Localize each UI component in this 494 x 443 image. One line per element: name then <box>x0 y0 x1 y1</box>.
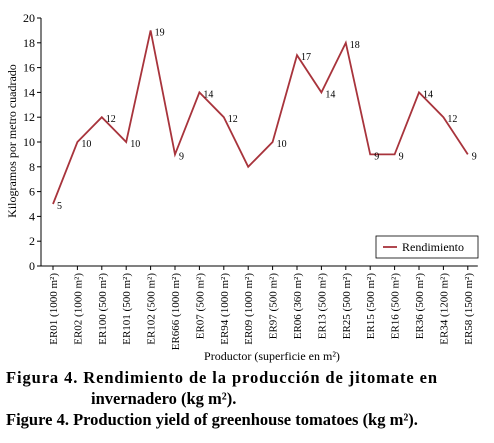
data-label: 9 <box>399 151 404 162</box>
x-tick-label: ER97 (500 m²) <box>268 273 280 340</box>
x-tick-label: ER02 (1000 m²) <box>72 273 84 345</box>
data-label: 17 <box>301 52 311 63</box>
data-label: 10 <box>277 139 287 150</box>
y-tick-label: 14 <box>23 85 35 99</box>
caption-spanish-line1: Figura 4. Rendimiento de la producción d… <box>6 368 438 387</box>
data-label: 5 <box>57 201 62 212</box>
data-labels: 5 10 12 10 19 9 14 12 10 17 14 18 9 9 14 12 9 <box>57 27 477 212</box>
data-label: 9 <box>472 151 477 162</box>
y-axis-ticks: 0 2 4 6 8 10 12 14 16 18 20 <box>23 11 41 273</box>
x-tick-label: ER13 (500 m²) <box>316 273 328 340</box>
data-label: 10 <box>130 139 140 150</box>
x-tick-label: ER100 (500 m²) <box>97 273 109 345</box>
caption-english: Figure 4. Production yield of greenhouse… <box>6 410 418 429</box>
x-tick-label: ER36 (500 m²) <box>414 273 426 340</box>
data-label: 9 <box>374 151 379 162</box>
x-tick-label: ER102 (500 m²) <box>146 273 158 345</box>
data-label: 14 <box>325 89 335 100</box>
data-label: 18 <box>350 40 360 51</box>
y-tick-label: 18 <box>23 36 35 50</box>
legend-label: Rendimiento <box>402 240 464 254</box>
data-label: 12 <box>106 114 116 125</box>
data-label: 19 <box>155 27 165 38</box>
x-tick-label: ER16 (500 m²) <box>390 273 402 340</box>
y-tick-label: 4 <box>29 209 35 223</box>
series-line-rendimiento <box>52 30 469 205</box>
y-tick-label: 10 <box>23 135 35 149</box>
y-tick-label: 0 <box>29 259 35 273</box>
y-tick-label: 12 <box>23 110 35 124</box>
caption-spanish-line2: invernadero (kg m²). <box>91 389 237 408</box>
line-chart: 0 2 4 6 8 10 12 14 16 18 20 ER01 (1000 m²) ER02 (10… <box>5 11 479 363</box>
legend-box <box>375 235 479 259</box>
y-tick-label: 8 <box>29 160 35 174</box>
data-label: 10 <box>81 139 91 150</box>
data-label: 9 <box>179 151 184 162</box>
data-label: 12 <box>447 114 457 125</box>
y-tick-label: 20 <box>23 11 35 25</box>
data-label: 14 <box>203 89 213 100</box>
y-tick-label: 2 <box>29 234 35 248</box>
chart-axes <box>40 18 478 267</box>
x-tick-label: ER25 (500 m²) <box>341 273 353 340</box>
legend: Rendimiento <box>375 235 479 259</box>
y-axis-label: Kilogramos por metro cuadrado <box>5 64 19 218</box>
x-tick-label: ER94 (1000 m²) <box>219 273 231 345</box>
x-tick-label: ER06 (360 m²) <box>292 273 304 340</box>
data-label: 12 <box>228 114 238 125</box>
x-tick-label: ER07 (500 m²) <box>194 273 206 340</box>
x-tick-label: ER01 (1000 m²) <box>48 273 60 345</box>
x-axis-label: Productor (superficie en m²) <box>204 349 340 363</box>
x-tick-label: ER09 (1000 m²) <box>243 273 255 345</box>
y-tick-label: 6 <box>29 185 35 199</box>
data-label: 14 <box>423 89 433 100</box>
y-tick-label: 16 <box>23 61 35 75</box>
x-tick-label: ER101 (500 m²) <box>121 273 133 345</box>
x-tick-label: ER666 (1000 m²) <box>170 273 182 351</box>
x-tick-label: ER34 (1200 m²) <box>438 273 450 345</box>
x-axis-ticks: ER01 (1000 m²) ER02 (1000 m²) ER100 (500 m… <box>48 266 475 350</box>
x-tick-label: ER15 (500 m²) <box>365 273 377 340</box>
x-tick-label: ER58 (1500 m²) <box>463 273 475 345</box>
